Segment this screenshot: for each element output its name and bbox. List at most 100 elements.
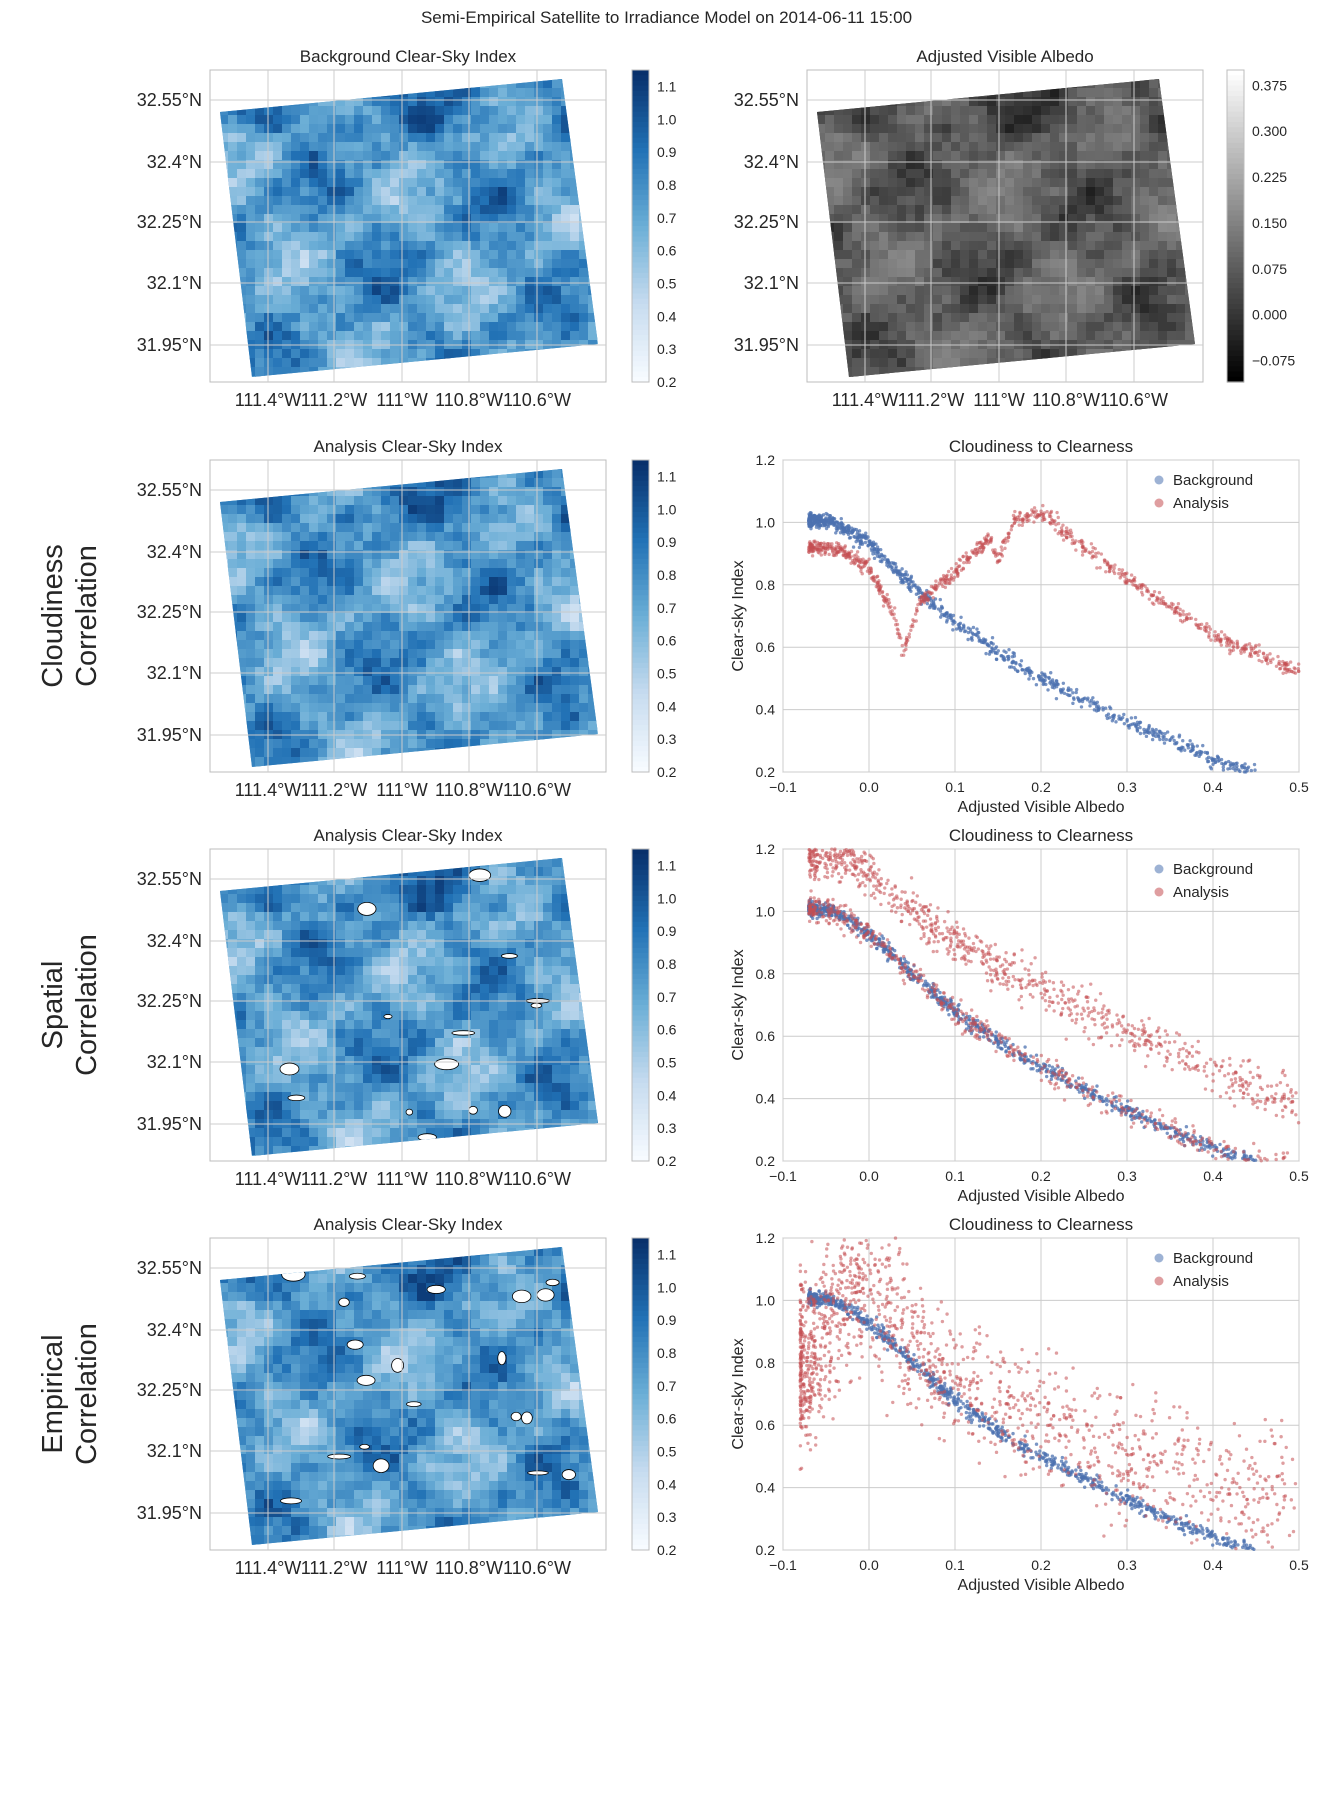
map-cell	[237, 613, 247, 623]
map-cell	[507, 241, 517, 251]
map-cell	[525, 169, 535, 179]
map-cell	[273, 721, 283, 731]
map-cell	[516, 115, 526, 125]
map-cell	[471, 214, 481, 224]
map-cell	[489, 631, 499, 641]
map-cell	[1041, 205, 1051, 215]
map-cell	[255, 559, 265, 569]
map-cell	[852, 196, 862, 206]
map-cell	[516, 160, 526, 170]
map-cell	[417, 586, 427, 596]
map-cell	[327, 241, 337, 251]
map-cell	[996, 286, 1006, 296]
map-cell	[435, 496, 445, 506]
map-cell	[327, 622, 337, 632]
map-cell	[879, 196, 889, 206]
map-cell	[507, 478, 517, 488]
map-cell	[996, 151, 1006, 161]
map-cell	[237, 133, 247, 143]
colorbar-cell	[1227, 163, 1244, 170]
map-cell	[570, 286, 580, 296]
map-cell	[1059, 232, 1069, 242]
map-cell	[942, 196, 952, 206]
map-cell	[228, 541, 238, 551]
colorbar-cell	[632, 662, 649, 669]
map-cell	[1140, 295, 1150, 305]
map-cell	[282, 322, 292, 332]
map-cell	[291, 559, 301, 569]
map-cell	[1068, 178, 1078, 188]
map-cell	[1140, 133, 1150, 143]
map-cell	[1122, 331, 1132, 341]
map-cell	[381, 259, 391, 269]
map-cell	[1032, 286, 1042, 296]
map-cell	[1122, 304, 1132, 314]
colorbar-cell	[632, 319, 649, 326]
map-cell	[525, 541, 535, 551]
map-cell	[220, 115, 229, 125]
map-cell	[489, 196, 499, 206]
map-cell	[852, 277, 862, 287]
map-cell	[381, 694, 391, 704]
map-cell	[444, 286, 454, 296]
colorbar-tick-label: 0.5	[657, 275, 677, 291]
map-cell	[300, 721, 310, 731]
map-cell	[924, 232, 934, 242]
map-cell	[951, 142, 961, 152]
map-cell	[354, 676, 364, 686]
map-cell	[255, 586, 265, 596]
map-cell	[453, 631, 463, 641]
map-cell	[273, 577, 283, 587]
map-cell	[399, 694, 409, 704]
map-cell	[498, 523, 508, 533]
map-cell	[336, 187, 346, 197]
colorbar-cell	[632, 330, 649, 336]
map-cell	[516, 586, 526, 596]
map-cell	[354, 241, 364, 251]
map-cell	[543, 214, 553, 224]
map-cell	[942, 223, 952, 233]
map-cell	[516, 631, 526, 641]
map-cell	[870, 313, 880, 323]
map-cell	[1095, 223, 1105, 233]
map-cell	[255, 304, 265, 314]
map-cell	[996, 178, 1006, 188]
map-cell	[246, 595, 256, 605]
map-cell	[354, 505, 364, 515]
map-cell	[372, 685, 382, 695]
map-cell	[282, 532, 292, 542]
map-cell	[834, 223, 844, 233]
colorbar-cell	[1227, 85, 1244, 92]
map-cell	[345, 559, 355, 569]
map-cell	[870, 367, 880, 377]
map-cell	[561, 505, 571, 515]
map-cell	[942, 115, 952, 125]
map-cell	[1068, 160, 1078, 170]
map-cell	[444, 622, 454, 632]
map-cell	[507, 322, 517, 332]
map-cell	[861, 169, 871, 179]
map-cell	[1068, 97, 1078, 107]
map-cell	[336, 667, 346, 677]
map-cell	[969, 106, 979, 116]
map-cell	[1014, 304, 1024, 314]
map-cell	[435, 331, 445, 341]
map-cell	[1113, 178, 1123, 188]
map-cell	[570, 268, 580, 278]
map-cell	[363, 313, 373, 323]
map-cell	[417, 277, 427, 287]
map-cell	[327, 613, 337, 623]
map-cell	[372, 487, 382, 497]
map-cell	[444, 322, 454, 332]
map-cell	[282, 739, 292, 749]
map-cell	[480, 133, 490, 143]
colorbar-cell	[632, 616, 649, 622]
map-cell	[843, 187, 853, 197]
map-cell	[309, 496, 319, 506]
map-cell	[453, 313, 463, 323]
map-cell	[462, 331, 472, 341]
map-cell	[897, 241, 907, 251]
colorbar-cell	[1227, 335, 1244, 341]
map-cell	[327, 541, 337, 551]
map-cell	[264, 631, 274, 641]
